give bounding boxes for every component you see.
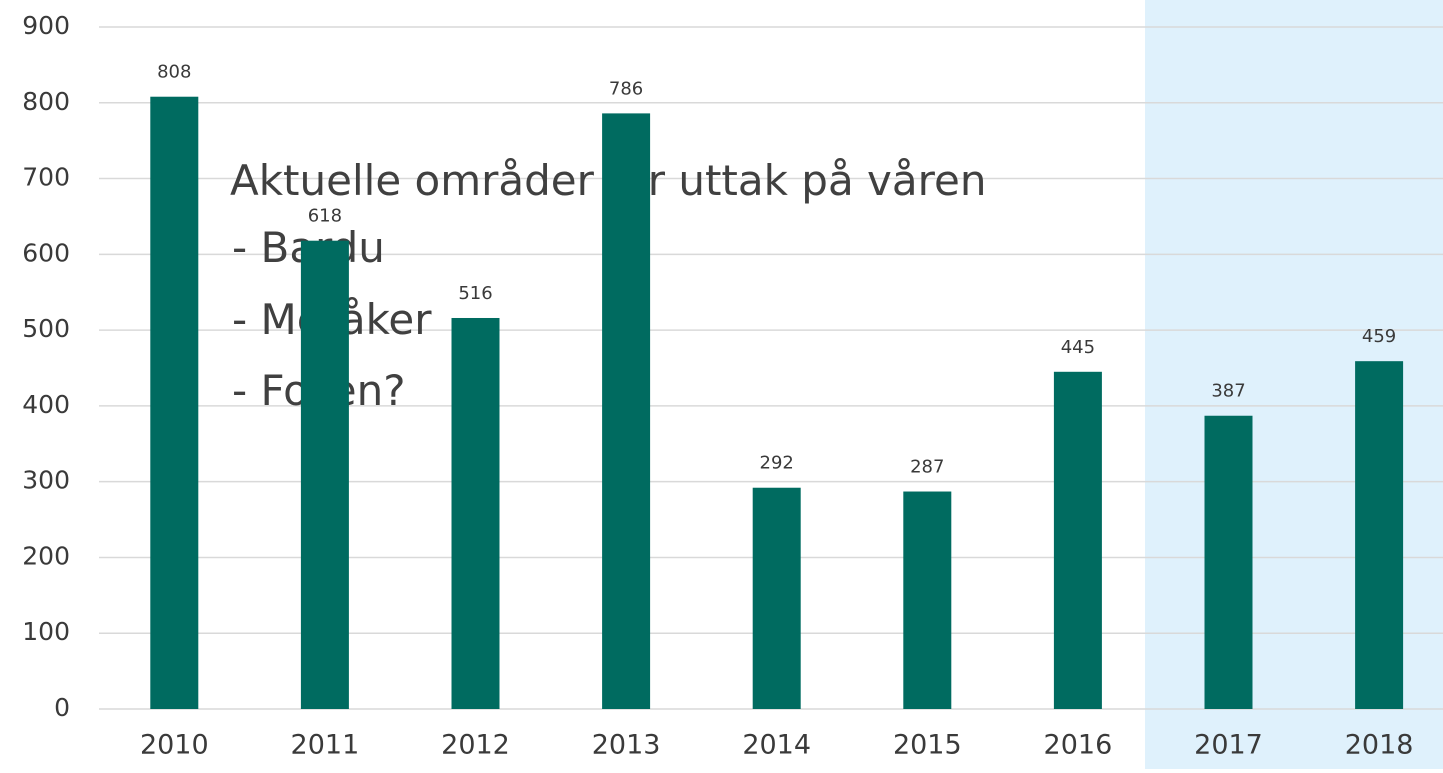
y-tick-label: 0: [54, 693, 70, 722]
y-tick-label: 400: [22, 390, 70, 419]
x-tick-label: 2012: [441, 730, 510, 761]
x-tick-label: 2017: [1194, 730, 1263, 761]
data-label: 287: [910, 457, 944, 478]
bar: [752, 487, 801, 709]
y-tick-label: 300: [22, 466, 70, 495]
data-label: 292: [760, 453, 794, 474]
bar: [300, 240, 349, 709]
y-tick-label: 900: [22, 11, 70, 40]
y-tick-label: 200: [22, 541, 70, 570]
bar: [451, 317, 500, 709]
y-tick-label: 600: [22, 238, 70, 267]
y-tick-label: 100: [22, 617, 70, 646]
data-label: 808: [157, 62, 191, 83]
data-label: 618: [308, 206, 342, 227]
x-tick-label: 2018: [1345, 730, 1414, 761]
x-tick-label: 2010: [140, 730, 209, 761]
bar: [1053, 371, 1102, 709]
x-tick-label: 2011: [291, 730, 360, 761]
data-label: 445: [1061, 337, 1095, 358]
x-tick-label: 2016: [1044, 730, 1113, 761]
y-tick-label: 500: [22, 314, 70, 343]
bar: [1355, 361, 1404, 709]
data-label: 786: [609, 78, 643, 99]
bar: [150, 96, 199, 709]
bar: [903, 491, 952, 709]
data-label: 516: [458, 283, 492, 304]
y-tick-label: 700: [22, 163, 70, 192]
y-tick-label: 800: [22, 87, 70, 116]
bar: [602, 113, 651, 710]
data-label: 459: [1362, 326, 1396, 347]
x-tick-label: 2014: [742, 730, 811, 761]
data-label: 387: [1211, 381, 1245, 402]
x-tick-label: 2013: [592, 730, 661, 761]
x-tick-label: 2015: [893, 730, 962, 761]
bar: [1204, 415, 1253, 709]
